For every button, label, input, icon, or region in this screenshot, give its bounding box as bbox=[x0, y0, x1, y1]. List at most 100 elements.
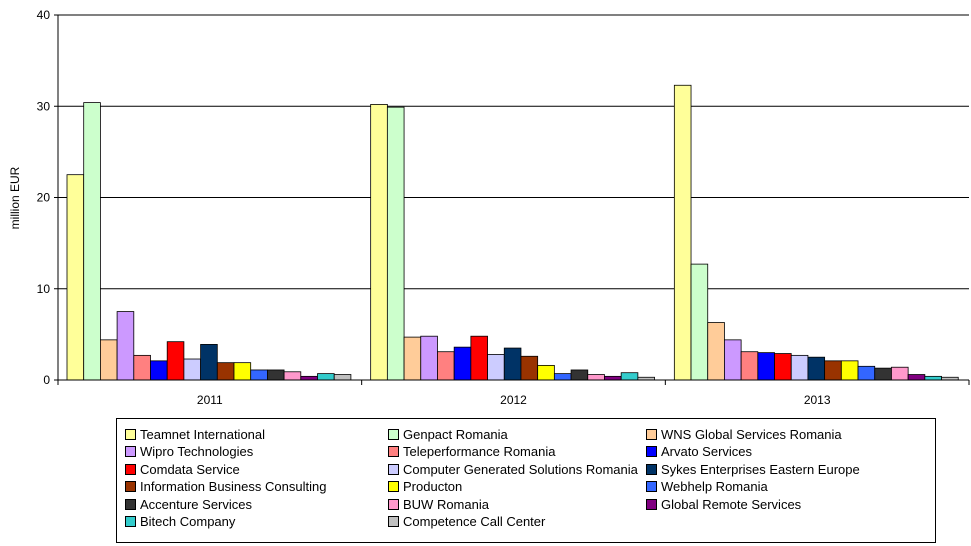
y-ticks: 0 10 20 30 40 bbox=[37, 8, 58, 387]
legend-label: Producton bbox=[403, 479, 463, 494]
bar bbox=[420, 335, 438, 381]
bar bbox=[300, 375, 318, 381]
bar bbox=[66, 174, 85, 381]
bar bbox=[116, 311, 135, 381]
legend-item: Producton bbox=[388, 478, 462, 496]
legend-swatch bbox=[388, 516, 399, 527]
legend-label: Teamnet International bbox=[140, 426, 266, 442]
bar bbox=[553, 373, 572, 381]
legend-label: Bitech Company bbox=[140, 514, 236, 529]
bar bbox=[470, 335, 488, 381]
bar bbox=[333, 374, 352, 381]
legend-label: Sykes Enterprises Eastern Europe bbox=[661, 461, 860, 477]
legend-item: Bitech Company bbox=[125, 513, 235, 531]
legend-label: Arvato Services bbox=[661, 444, 753, 459]
legend: Teamnet International Genpact Romania WNS … bbox=[116, 418, 936, 543]
bar bbox=[283, 371, 302, 381]
bar bbox=[604, 375, 622, 381]
y-tick-label: 20 bbox=[37, 191, 51, 205]
x-tick-label: 2011 bbox=[197, 393, 223, 407]
legend-item: Information Business Consulting bbox=[125, 478, 326, 496]
bar bbox=[840, 360, 859, 381]
bar bbox=[774, 353, 792, 381]
bar bbox=[133, 354, 151, 381]
bar bbox=[740, 351, 759, 381]
legend-swatch bbox=[646, 498, 657, 510]
legend-swatch bbox=[388, 481, 399, 492]
bar bbox=[807, 356, 826, 381]
bar bbox=[891, 366, 909, 381]
bar bbox=[520, 355, 539, 381]
legend-swatch bbox=[646, 428, 657, 440]
bar bbox=[183, 358, 201, 381]
legend-item: Teleperformance Romania bbox=[388, 443, 555, 461]
legend-swatch bbox=[388, 463, 399, 475]
legend-swatch bbox=[646, 446, 657, 457]
bar bbox=[503, 347, 522, 381]
bar bbox=[707, 322, 725, 381]
bar bbox=[724, 339, 742, 381]
legend-label: Accenture Services bbox=[140, 496, 252, 512]
gridlines bbox=[58, 14, 969, 290]
legend-item: Webhelp Romania bbox=[646, 478, 768, 496]
legend-label: WNS Global Services Romania bbox=[661, 426, 842, 442]
legend-item: Computer Generated Solutions Romania bbox=[388, 460, 638, 478]
legend-label: Information Business Consulting bbox=[140, 479, 327, 494]
legend-item: Sykes Enterprises Eastern Europe bbox=[646, 460, 860, 478]
bar bbox=[924, 375, 942, 381]
bar bbox=[453, 346, 472, 381]
bar bbox=[824, 360, 842, 381]
bar bbox=[690, 263, 709, 381]
legend-label: Wipro Technologies bbox=[140, 444, 254, 459]
bar bbox=[386, 106, 405, 381]
legend-label: Webhelp Romania bbox=[661, 479, 768, 494]
legend-swatch bbox=[125, 446, 136, 457]
x-ticks: 2011 2012 2013 bbox=[57, 380, 970, 407]
legend-swatch bbox=[125, 428, 136, 440]
legend-item: Genpact Romania bbox=[388, 425, 508, 443]
bar bbox=[403, 336, 422, 381]
y-axis-label: million EUR bbox=[8, 166, 22, 229]
legend-item: Global Remote Services bbox=[646, 495, 801, 513]
bar bbox=[233, 362, 252, 381]
legend-label: Genpact Romania bbox=[403, 426, 508, 442]
bar bbox=[437, 351, 455, 381]
legend-item: Comdata Service bbox=[125, 460, 240, 478]
legend-label: Comdata Service bbox=[140, 461, 240, 477]
legend-label: Teleperformance Romania bbox=[403, 444, 556, 459]
bar bbox=[907, 374, 926, 381]
legend-item: BUW Romania bbox=[388, 495, 489, 513]
bar bbox=[83, 102, 101, 381]
bar bbox=[200, 344, 218, 381]
legend-item: WNS Global Services Romania bbox=[646, 425, 842, 443]
legend-swatch bbox=[125, 516, 136, 527]
bar bbox=[487, 354, 505, 381]
bar bbox=[166, 341, 185, 381]
bar bbox=[216, 362, 235, 381]
bar bbox=[100, 339, 118, 381]
legend-item: Competence Call Center bbox=[388, 513, 545, 531]
bar bbox=[370, 104, 388, 381]
y-tick-label: 30 bbox=[37, 99, 51, 113]
bar bbox=[317, 373, 335, 381]
legend-swatch bbox=[388, 446, 399, 457]
x-tick-label: 2013 bbox=[804, 393, 831, 407]
bar bbox=[570, 369, 589, 381]
x-tick-label: 2012 bbox=[500, 393, 527, 407]
legend-swatch bbox=[388, 428, 399, 440]
legend-swatch bbox=[646, 481, 657, 492]
legend-item: Wipro Technologies bbox=[125, 443, 253, 461]
legend-swatch bbox=[125, 463, 136, 475]
legend-item: Accenture Services bbox=[125, 495, 252, 513]
legend-swatch bbox=[125, 481, 136, 492]
y-tick-label: 40 bbox=[37, 8, 51, 22]
legend-swatch bbox=[125, 498, 136, 510]
bar bbox=[266, 369, 285, 381]
bar bbox=[537, 364, 555, 381]
bar bbox=[250, 369, 268, 381]
y-tick-label: 0 bbox=[43, 373, 50, 387]
legend-item: Teamnet International bbox=[125, 425, 265, 443]
legend-label: Global Remote Services bbox=[661, 496, 802, 512]
bar bbox=[874, 367, 892, 381]
bar bbox=[757, 352, 775, 381]
